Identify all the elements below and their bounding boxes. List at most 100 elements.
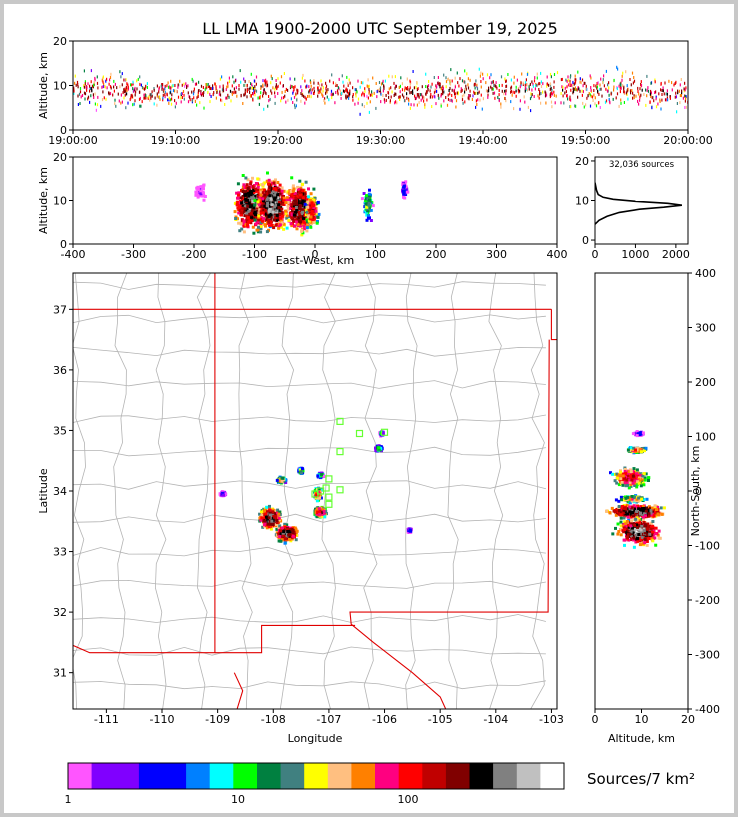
density-cell xyxy=(260,204,264,208)
source-mark xyxy=(210,87,212,91)
source-mark xyxy=(183,93,185,97)
source-mark xyxy=(475,99,477,103)
source-mark xyxy=(270,74,272,78)
source-mark xyxy=(528,87,530,91)
density-cell xyxy=(271,196,275,200)
source-mark xyxy=(437,93,439,97)
x-tick-label: 19:50:00 xyxy=(561,134,610,147)
source-mark xyxy=(154,96,156,100)
source-mark xyxy=(505,79,507,83)
density-cell xyxy=(267,178,271,182)
source-mark xyxy=(569,75,571,79)
source-mark xyxy=(593,93,595,97)
source-mark xyxy=(202,93,204,97)
source-mark xyxy=(233,80,235,84)
source-mark xyxy=(635,94,637,98)
source-mark xyxy=(510,90,512,94)
source-mark xyxy=(464,100,466,104)
source-mark xyxy=(132,103,134,107)
source-mark xyxy=(400,76,402,80)
density-cell xyxy=(278,223,282,227)
source-mark xyxy=(500,105,502,109)
source-mark xyxy=(126,92,128,96)
source-mark xyxy=(513,81,515,85)
density-cell xyxy=(272,181,276,185)
source-mark xyxy=(637,86,639,90)
source-mark xyxy=(87,82,89,86)
source-mark xyxy=(655,97,657,101)
source-mark xyxy=(469,89,471,93)
density-cell xyxy=(289,222,293,226)
source-mark xyxy=(412,89,414,93)
source-mark xyxy=(222,84,224,88)
density-cell xyxy=(245,208,249,212)
source-mark xyxy=(304,95,306,99)
source-mark xyxy=(410,90,412,94)
source-mark xyxy=(492,91,494,95)
density-cell xyxy=(305,218,309,222)
source-mark xyxy=(335,82,337,86)
density-cell xyxy=(267,516,271,520)
source-mark xyxy=(352,98,354,102)
source-mark xyxy=(235,86,237,90)
source-mark xyxy=(251,83,253,87)
density-cell xyxy=(295,533,299,537)
source-mark xyxy=(622,84,624,88)
source-mark xyxy=(366,101,368,105)
source-mark xyxy=(93,96,95,99)
density-cell xyxy=(242,221,246,225)
source-mark xyxy=(191,99,194,103)
source-mark xyxy=(227,81,229,85)
source-mark xyxy=(243,83,245,87)
source-mark xyxy=(342,89,345,93)
density-cell xyxy=(291,534,295,538)
density-cell xyxy=(246,204,250,208)
source-mark xyxy=(131,83,133,87)
source-mark xyxy=(102,76,104,80)
source-mark xyxy=(632,91,634,95)
density-cell xyxy=(245,212,249,215)
source-mark xyxy=(346,90,348,94)
source-mark xyxy=(77,94,79,98)
source-mark xyxy=(191,77,193,81)
source-mark xyxy=(118,99,120,103)
source-mark xyxy=(320,79,322,83)
density-cell xyxy=(252,206,256,210)
source-mark xyxy=(114,82,116,86)
density-cell xyxy=(280,225,283,229)
source-mark xyxy=(228,76,230,80)
source-mark xyxy=(469,94,471,98)
source-mark xyxy=(531,88,533,92)
source-mark xyxy=(408,88,410,92)
source-mark xyxy=(387,91,390,95)
source-mark xyxy=(521,72,523,76)
source-mark xyxy=(409,91,411,95)
source-mark xyxy=(143,93,145,97)
source-mark xyxy=(171,97,173,101)
source-mark xyxy=(505,92,507,96)
density-cell xyxy=(260,219,264,223)
density-cell xyxy=(246,216,250,220)
density-cell xyxy=(259,193,263,197)
source-mark xyxy=(420,98,422,102)
density-cell xyxy=(266,171,269,175)
source-mark xyxy=(671,81,673,85)
source-mark xyxy=(110,72,112,76)
density-cell xyxy=(271,215,275,219)
source-mark xyxy=(268,99,270,103)
density-cell xyxy=(280,214,284,218)
source-mark xyxy=(425,85,427,88)
source-mark xyxy=(106,77,108,81)
source-mark xyxy=(163,88,165,92)
source-mark xyxy=(451,98,453,102)
source-mark xyxy=(187,84,189,88)
source-mark xyxy=(413,103,415,107)
density-cell xyxy=(312,220,316,224)
source-mark xyxy=(352,93,354,96)
source-mark xyxy=(467,83,469,87)
source-mark xyxy=(662,89,664,93)
source-mark xyxy=(425,90,428,94)
source-mark xyxy=(170,79,172,83)
source-mark xyxy=(434,88,436,92)
source-mark xyxy=(248,87,250,91)
